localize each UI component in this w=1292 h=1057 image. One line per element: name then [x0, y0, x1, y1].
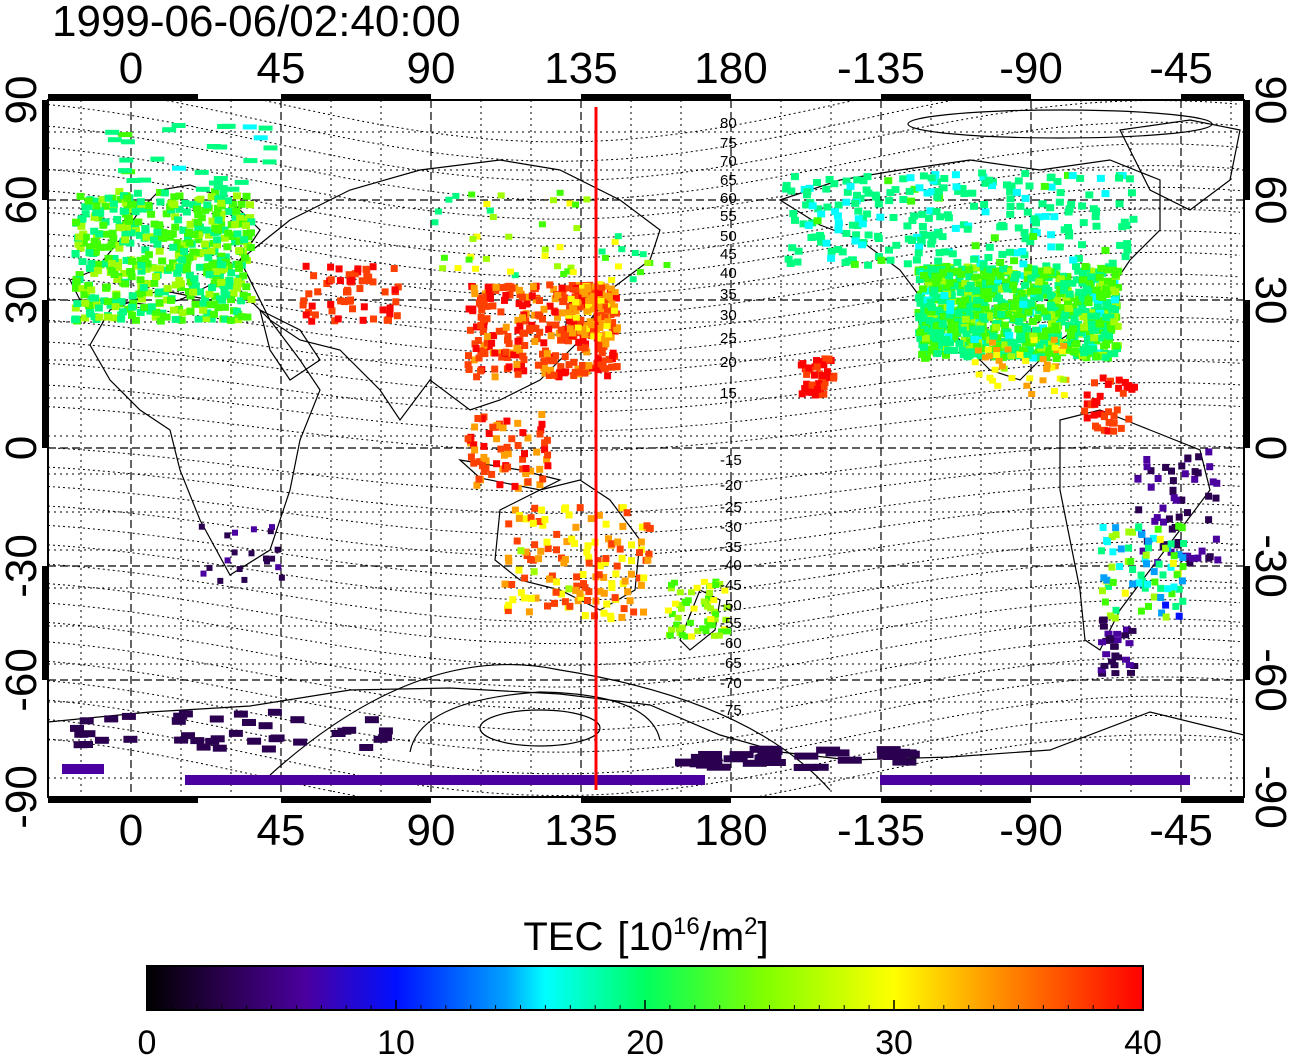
bottom-longitude-ticks: 0 45 90 135 180 -135 -90 -45 [119, 806, 1213, 855]
contour-label: -75 [720, 702, 742, 719]
lat-tick-left: 60 [0, 176, 46, 225]
top-longitude-ticks: 0 45 90 135 180 -135 -90 -45 [119, 44, 1213, 93]
lat-tick-left: -90 [0, 765, 46, 829]
lon-tick-top: 90 [407, 44, 456, 93]
lon-tick-bottom: 45 [257, 806, 306, 855]
contour-label: 65 [720, 172, 737, 189]
colorbar-tick-label: 20 [626, 1024, 664, 1057]
contour-label: -65 [720, 655, 742, 672]
left-latitude-ticks: 90 60 30 0 -30 -60 -90 [0, 76, 46, 829]
colorbar-tick-label: 10 [377, 1024, 415, 1057]
contour-label: 80 [720, 115, 737, 132]
lon-tick-top: 45 [257, 44, 306, 93]
contour-label: 55 [720, 208, 737, 225]
lat-tick-left: 0 [0, 436, 46, 460]
lon-tick-top: -135 [837, 44, 925, 93]
axis-frame-bars [42, 94, 1250, 803]
contour-label: 20 [720, 354, 737, 371]
lon-tick-bottom: -90 [999, 806, 1063, 855]
colorbar-tick-label: 40 [1124, 1024, 1162, 1057]
contour-label: -15 [720, 452, 742, 469]
contour-label: -55 [720, 615, 742, 632]
tec-data-points [62, 123, 1222, 785]
colorbar-tick-label: 0 [138, 1024, 157, 1057]
right-latitude-ticks: 90 60 30 0 -30 -60 -90 [1246, 76, 1292, 829]
contour-label: -30 [720, 519, 742, 536]
colorbar-tick-label: 30 [875, 1024, 913, 1057]
lat-tick-left: -30 [0, 534, 46, 598]
lat-tick-right: -60 [1246, 648, 1292, 712]
contour-label: 50 [720, 228, 737, 245]
contour-label: 60 [720, 190, 737, 207]
lon-tick-bottom: 135 [544, 806, 617, 855]
lon-tick-bottom: -135 [837, 806, 925, 855]
contour-label: 70 [720, 153, 737, 170]
lat-tick-right: 90 [1246, 76, 1292, 125]
contour-label: -35 [720, 539, 742, 556]
lat-tick-right: 30 [1246, 276, 1292, 325]
contour-label: 30 [720, 307, 737, 324]
plot-title: 1999-06-06/02:40:00 [52, 0, 461, 46]
contour-label: -45 [720, 577, 742, 594]
contour-label: -20 [720, 477, 742, 494]
contour-label: 45 [720, 246, 737, 263]
lon-tick-bottom: 0 [119, 806, 143, 855]
lon-tick-bottom: 180 [694, 806, 767, 855]
contour-label: 25 [720, 330, 737, 347]
contour-label: -40 [720, 557, 742, 574]
lon-tick-top: 0 [119, 44, 143, 93]
lon-tick-bottom: -45 [1149, 806, 1213, 855]
contour-label: -60 [720, 635, 742, 652]
lat-tick-right: -90 [1246, 765, 1292, 829]
lon-tick-top: 180 [694, 44, 767, 93]
contour-label: 75 [720, 135, 737, 152]
lat-tick-left: -60 [0, 648, 46, 712]
contour-label: -25 [720, 499, 742, 516]
lat-tick-right: 60 [1246, 176, 1292, 225]
colorbar-ticks: 0 10 20 30 40 [138, 1000, 1162, 1057]
lat-tick-left: 30 [0, 276, 46, 325]
lon-tick-bottom: 90 [407, 806, 456, 855]
lat-tick-left: 90 [0, 76, 46, 125]
lon-tick-top: -90 [999, 44, 1063, 93]
contour-label: 35 [720, 286, 737, 303]
contour-label: 40 [720, 265, 737, 282]
contour-label: 15 [720, 385, 737, 402]
lat-tick-right: 0 [1246, 436, 1292, 460]
colorbar-title: TEC [1016/m2] [523, 913, 768, 959]
lon-tick-top: 135 [544, 44, 617, 93]
contour-label: -50 [720, 597, 742, 614]
lon-tick-top: -45 [1149, 44, 1213, 93]
lat-tick-right: -30 [1246, 534, 1292, 598]
contour-label: -70 [720, 675, 742, 692]
